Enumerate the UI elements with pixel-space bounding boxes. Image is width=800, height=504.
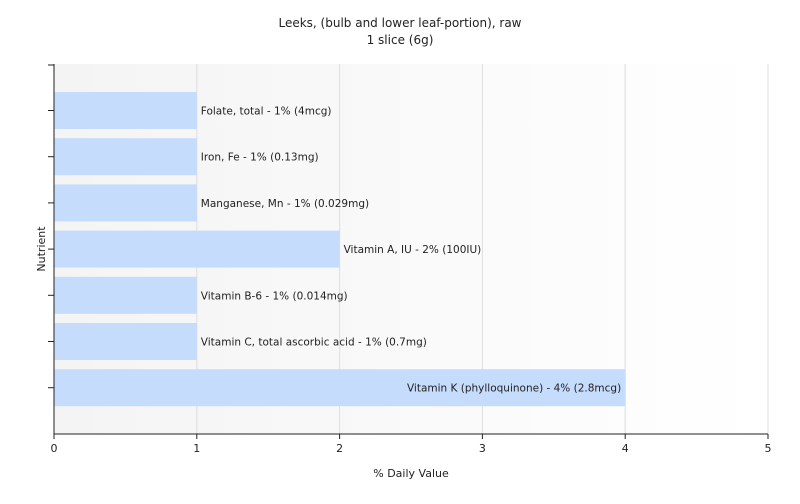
bar xyxy=(54,92,197,129)
bar xyxy=(54,323,197,360)
bar xyxy=(54,369,626,407)
x-tick-label: 1 xyxy=(193,442,200,455)
y-axis-title: Nutrient xyxy=(35,226,48,272)
x-tick-label: 5 xyxy=(765,442,772,455)
chart-subtitle: 1 slice (6g) xyxy=(367,33,434,47)
x-tick-label: 3 xyxy=(479,442,486,455)
bar xyxy=(54,276,197,314)
x-tick-label: 4 xyxy=(622,442,629,455)
bar-data-label: Vitamin B-6 - 1% (0.014mg) xyxy=(201,290,348,302)
bar xyxy=(54,138,197,176)
chart-title: Leeks, (bulb and lower leaf-portion), ra… xyxy=(278,16,521,30)
x-tick-label: 0 xyxy=(51,442,58,455)
bar-data-label: Iron, Fe - 1% (0.13mg) xyxy=(201,152,319,164)
bar-data-label: Vitamin C, total ascorbic acid - 1% (0.7… xyxy=(201,337,427,349)
x-tick-label: 2 xyxy=(336,442,343,455)
bar-data-label: Manganese, Mn - 1% (0.029mg) xyxy=(201,198,369,210)
bar xyxy=(54,184,197,222)
bar xyxy=(54,230,340,268)
x-axis-title: % Daily Value xyxy=(373,467,449,480)
bar-data-label: Folate, total - 1% (4mcg) xyxy=(201,106,332,118)
bar-data-label: Vitamin K (phylloquinone) - 4% (2.8mcg) xyxy=(407,383,621,395)
bar-data-label: Vitamin A, IU - 2% (100IU) xyxy=(344,244,482,256)
